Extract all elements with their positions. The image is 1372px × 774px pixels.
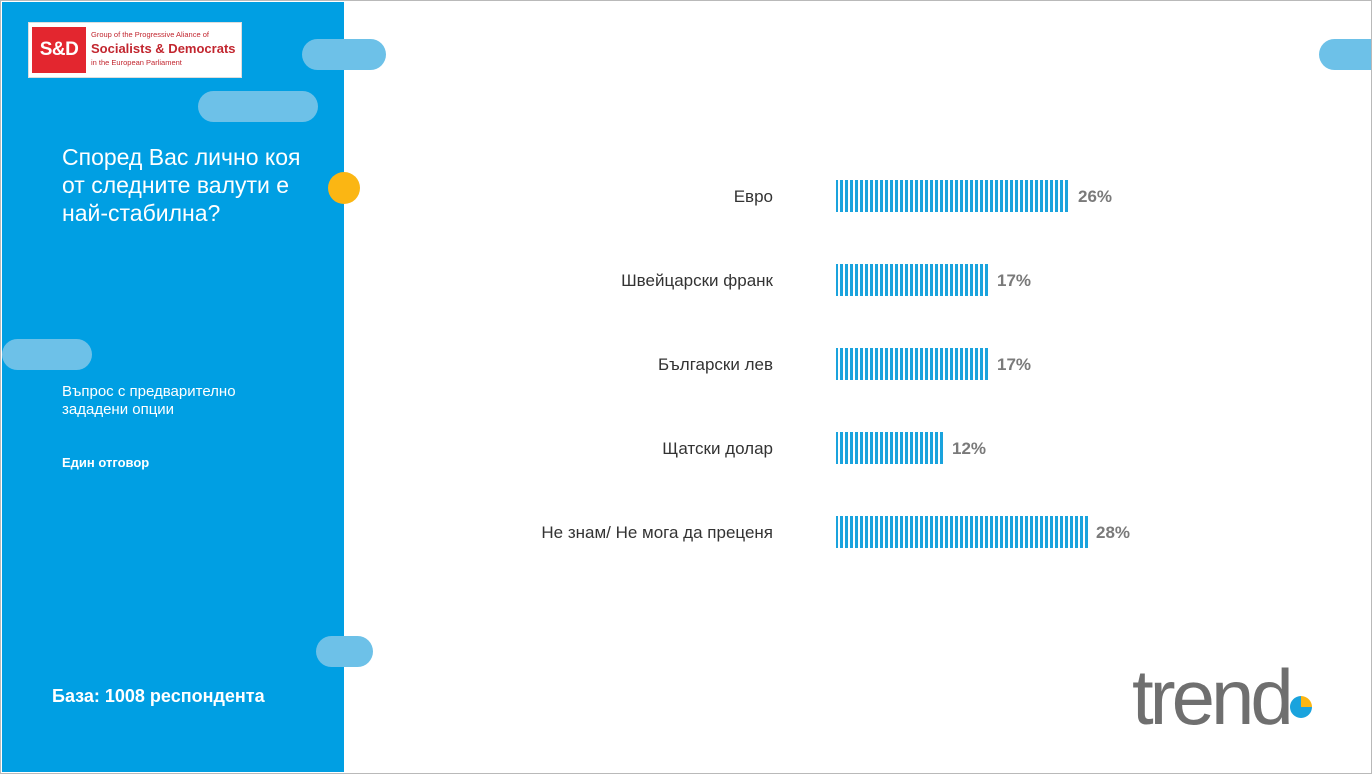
decor-pill — [1319, 39, 1372, 70]
sd-logo-mark: S&D — [32, 27, 86, 73]
trend-logo-slice-blue — [1290, 696, 1312, 718]
value-label: 17% — [997, 355, 1031, 374]
trend-wordmark: trend — [1132, 662, 1290, 734]
category-label: Швейцарски франк — [621, 271, 773, 290]
value-label: 26% — [1078, 187, 1112, 206]
category-label: Евро — [734, 187, 773, 206]
decor-pill — [316, 636, 373, 667]
question-text: Според Вас лично коя от следните валути … — [62, 144, 301, 226]
answer-mode: Един отговор — [62, 455, 150, 470]
question-type: Въпрос с предварително зададени опции — [62, 383, 236, 418]
decor-pill — [302, 39, 386, 70]
sd-logo-line1: Group of the Progressive Aliance of — [91, 30, 209, 39]
bar — [836, 348, 989, 380]
bar — [836, 264, 989, 296]
bar — [836, 516, 1088, 548]
decor-pill — [2, 339, 92, 370]
value-label: 17% — [997, 271, 1031, 290]
category-label: Щатски долар — [662, 439, 773, 458]
sd-logo-line3: in the European Parliament — [91, 58, 182, 67]
value-label: 28% — [1096, 523, 1130, 542]
bar — [836, 432, 944, 464]
value-label: 12% — [952, 439, 986, 458]
trend-logo: trend — [1132, 662, 1312, 734]
decor-pill — [198, 91, 318, 122]
sd-logo: S&D Group of the Progressive Aliance of … — [28, 22, 242, 78]
sample-base: База: 1008 респондента — [52, 686, 265, 706]
trend-logo-slice-yellow — [1301, 696, 1312, 707]
left-panel — [2, 2, 344, 772]
category-label: Български лев — [658, 355, 773, 374]
category-label: Не знам/ Не мога да преценя — [541, 523, 773, 542]
accent-dot — [328, 172, 360, 204]
bar — [836, 180, 1070, 212]
sd-logo-line2: Socialists & Democrats — [91, 41, 236, 56]
